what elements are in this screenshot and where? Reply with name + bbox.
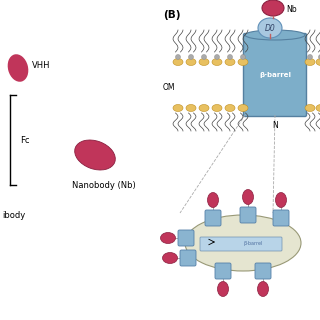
Ellipse shape [212, 59, 222, 66]
Ellipse shape [308, 54, 313, 60]
Ellipse shape [258, 18, 282, 38]
Ellipse shape [188, 54, 194, 60]
Ellipse shape [199, 105, 209, 111]
Ellipse shape [202, 54, 206, 60]
FancyBboxPatch shape [200, 237, 282, 251]
Ellipse shape [276, 193, 286, 207]
Text: ibody: ibody [2, 211, 25, 220]
Text: OM: OM [163, 83, 175, 92]
Ellipse shape [75, 140, 115, 170]
Ellipse shape [161, 233, 175, 244]
FancyBboxPatch shape [180, 250, 196, 266]
Ellipse shape [316, 105, 320, 111]
Text: Nb: Nb [286, 4, 297, 13]
Ellipse shape [262, 0, 284, 16]
Ellipse shape [199, 59, 209, 66]
Ellipse shape [212, 105, 222, 111]
FancyBboxPatch shape [273, 210, 289, 226]
Text: N: N [272, 121, 278, 130]
Ellipse shape [245, 30, 305, 40]
FancyBboxPatch shape [255, 263, 271, 279]
Ellipse shape [8, 54, 28, 82]
Text: D0: D0 [265, 23, 276, 33]
Ellipse shape [225, 59, 235, 66]
Text: (B): (B) [163, 10, 180, 20]
FancyBboxPatch shape [178, 230, 194, 246]
Ellipse shape [238, 59, 248, 66]
FancyBboxPatch shape [240, 207, 256, 223]
Text: Fc: Fc [20, 135, 29, 145]
Ellipse shape [218, 282, 228, 297]
Ellipse shape [241, 54, 245, 60]
Ellipse shape [214, 54, 220, 60]
Ellipse shape [318, 54, 320, 60]
Ellipse shape [173, 105, 183, 111]
Ellipse shape [258, 282, 268, 297]
Text: β-barrel: β-barrel [259, 72, 291, 78]
Ellipse shape [316, 59, 320, 66]
Ellipse shape [238, 105, 248, 111]
Ellipse shape [186, 105, 196, 111]
Ellipse shape [305, 59, 315, 66]
Ellipse shape [225, 105, 235, 111]
Text: Nanobody (Nb): Nanobody (Nb) [72, 180, 136, 189]
FancyBboxPatch shape [205, 210, 221, 226]
Ellipse shape [305, 105, 315, 111]
Ellipse shape [228, 54, 233, 60]
Ellipse shape [173, 59, 183, 66]
FancyBboxPatch shape [244, 34, 307, 116]
FancyBboxPatch shape [215, 263, 231, 279]
Text: VHH: VHH [32, 60, 51, 69]
Ellipse shape [207, 193, 219, 207]
Text: β-barrel: β-barrel [243, 241, 263, 245]
Ellipse shape [163, 252, 178, 263]
Ellipse shape [175, 54, 180, 60]
Ellipse shape [243, 189, 253, 204]
Ellipse shape [186, 59, 196, 66]
Ellipse shape [185, 215, 301, 271]
